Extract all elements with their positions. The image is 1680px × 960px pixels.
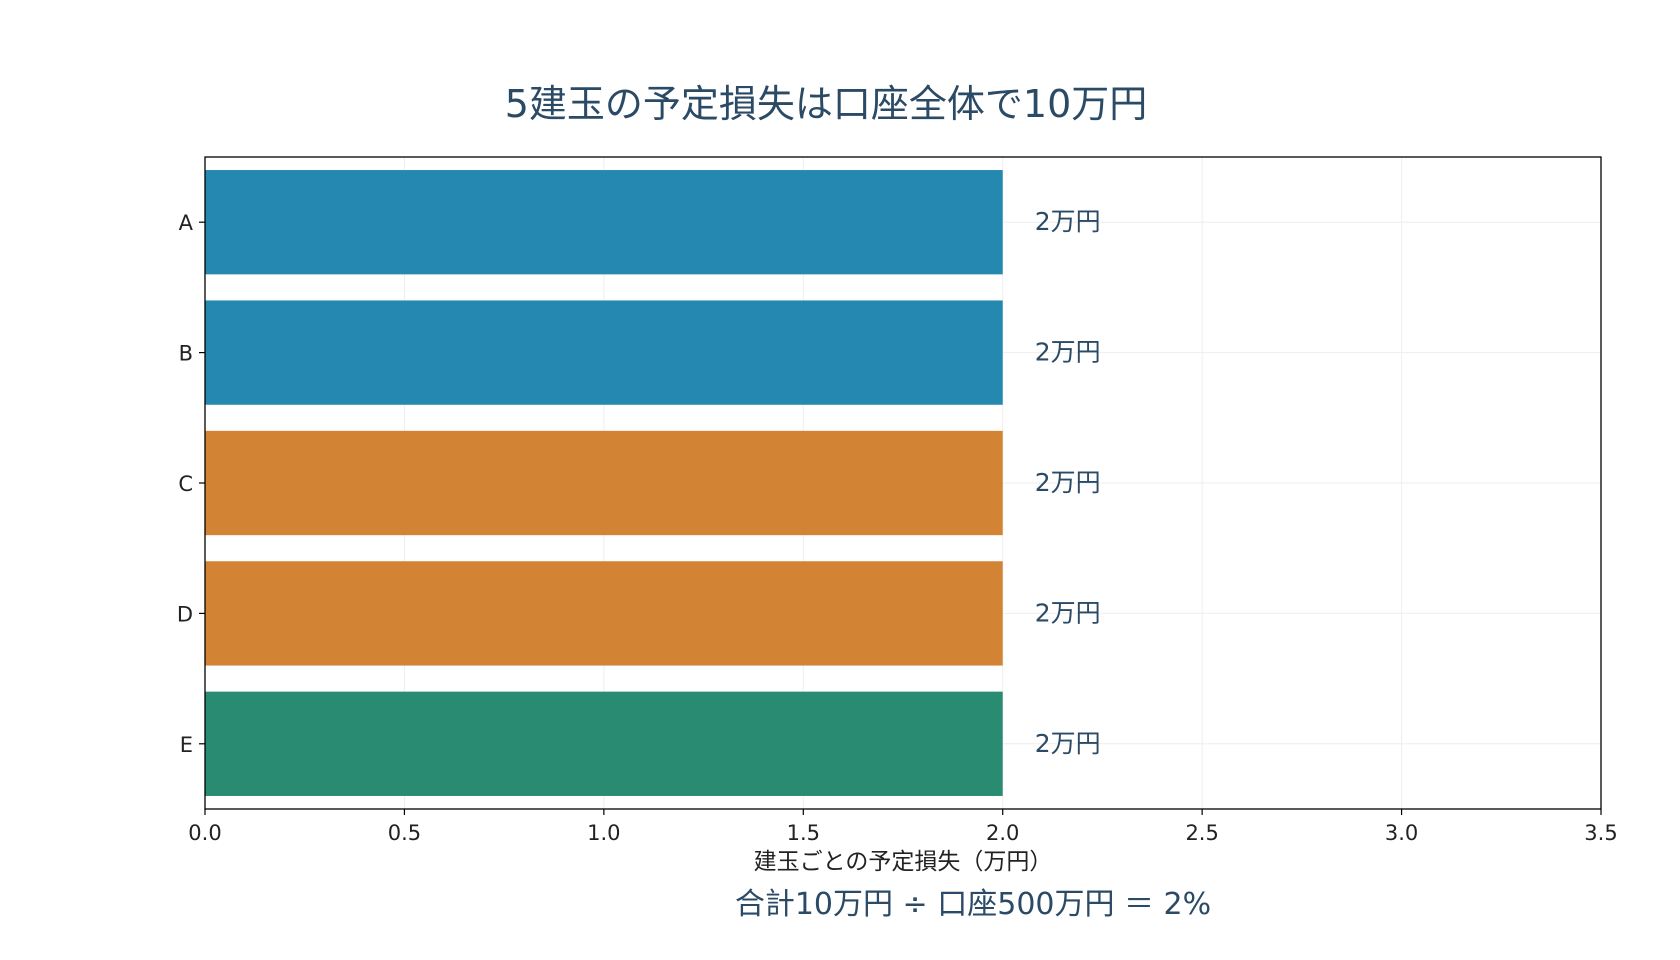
x-tick-label: 1.0 (587, 821, 620, 845)
value-label-c: 2万円 (1035, 468, 1101, 497)
bar-d (205, 561, 1003, 666)
y-tick-label: A (179, 211, 194, 235)
value-label-d: 2万円 (1035, 598, 1101, 627)
x-tick-label: 3.0 (1385, 821, 1418, 845)
bar-b (205, 300, 1003, 405)
y-tick-label: B (179, 342, 193, 366)
x-tick-label: 3.5 (1584, 821, 1617, 845)
value-label-b: 2万円 (1035, 338, 1101, 367)
bars (205, 170, 1003, 796)
y-tick-label: E (180, 733, 193, 757)
value-labels: 2万円 2万円 2万円 2万円 2万円 (1035, 207, 1101, 758)
x-tick-label: 2.0 (986, 821, 1019, 845)
y-tick-label: D (177, 602, 193, 626)
y-tick-label: C (178, 472, 193, 496)
x-tick-label: 0.0 (188, 821, 221, 845)
total-loss-annotation: 合計10万円 ÷ 口座500万円 ＝ 2% (735, 887, 1211, 922)
x-axis-label: 建玉ごとの予定損失（万円） (754, 849, 1053, 875)
bar-a (205, 170, 1003, 275)
x-tick-label: 2.5 (1185, 821, 1218, 845)
value-label-e: 2万円 (1035, 729, 1101, 758)
y-axis: A B C D E (177, 211, 205, 757)
x-tick-label: 1.5 (787, 821, 820, 845)
bar-c (205, 430, 1003, 536)
value-label-a: 2万円 (1035, 207, 1101, 236)
x-tick-label: 0.5 (388, 821, 421, 845)
x-axis: 0.0 0.5 1.0 1.5 2.0 2.5 3.0 3.5 (188, 809, 1618, 845)
bar-e (205, 691, 1003, 796)
chart-title: 5建玉の予定損失は口座全体で10万円 (505, 82, 1148, 126)
